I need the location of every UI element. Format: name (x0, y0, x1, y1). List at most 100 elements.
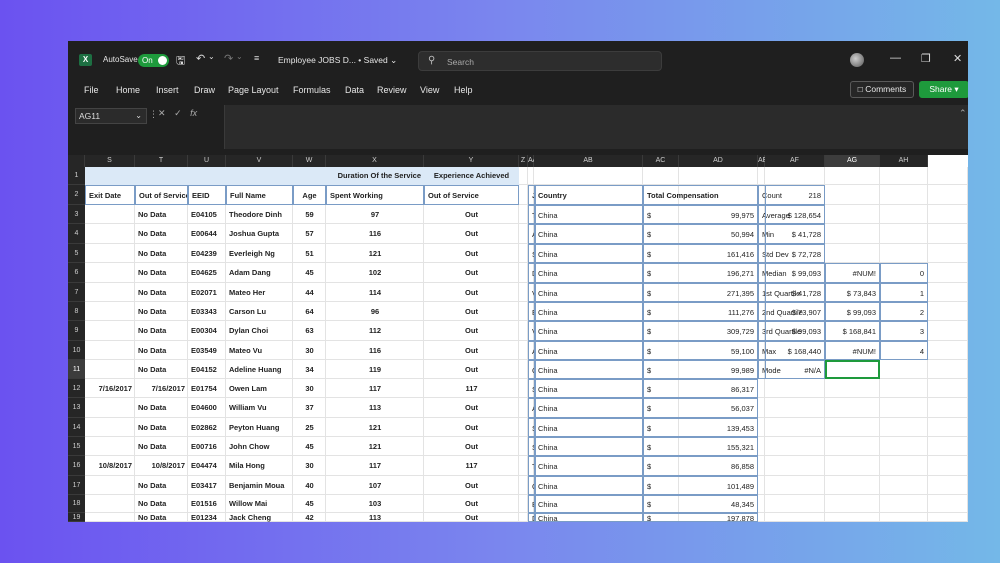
row-header[interactable]: 11 (68, 360, 85, 379)
out-of-service-cell[interactable]: 10/8/2017 (151, 461, 185, 470)
eeid-cell[interactable]: E02071 (191, 288, 217, 297)
exit-date-cell[interactable] (85, 495, 135, 513)
compensation-cell[interactable]: $196,271 (643, 263, 758, 283)
out-of-service-cell[interactable]: No Data (138, 326, 167, 335)
exit-date-cell[interactable] (85, 360, 135, 379)
column-header[interactable]: AA (528, 155, 537, 167)
full-name-cell[interactable]: Benjamin Moua (229, 481, 285, 490)
country-cell[interactable]: China (534, 379, 643, 398)
job-title-cell[interactable]: Controls Engineer (528, 360, 536, 379)
search-input[interactable]: ⚲ Search (418, 51, 662, 71)
eeid-cell[interactable]: E01754 (191, 384, 217, 393)
out-of-service-2-cell[interactable]: 117 (465, 384, 478, 393)
age-cell[interactable]: 37 (305, 403, 314, 412)
header-out-of-service[interactable]: Out of Service (135, 185, 188, 205)
compensation-cell[interactable]: $48,345 (643, 495, 758, 513)
age-cell[interactable]: 30 (305, 461, 314, 470)
row-header[interactable]: 3 (68, 205, 85, 224)
job-title-cell[interactable]: Vice President (528, 283, 536, 302)
tab-data[interactable]: Data (345, 85, 365, 95)
column-header[interactable]: Y (424, 155, 519, 167)
out-of-service-cell[interactable]: No Data (138, 481, 167, 490)
eeid-cell[interactable]: E04239 (191, 249, 217, 258)
out-of-service-2-cell[interactable]: Out (465, 481, 478, 490)
tab-formulas[interactable]: Formulas (293, 85, 331, 95)
header-band[interactable] (85, 167, 519, 185)
select-all-corner[interactable] (68, 155, 85, 167)
out-of-service-cell[interactable]: No Data (138, 268, 167, 277)
column-header[interactable]: Z (519, 155, 528, 167)
exit-date-cell[interactable] (85, 302, 135, 321)
eeid-cell[interactable]: E00716 (191, 442, 217, 451)
compensation-cell[interactable]: $111,276 (643, 302, 758, 321)
column-header[interactable]: AH (880, 155, 928, 167)
compensation-cell[interactable]: $56,037 (643, 398, 758, 418)
compensation-cell[interactable]: $309,729 (643, 321, 758, 341)
row-header[interactable]: 4 (68, 224, 85, 244)
stat-ag-cell[interactable]: $ 73,843 (825, 283, 880, 302)
country-cell[interactable]: China (534, 476, 643, 495)
insert-function-icon[interactable]: fx (190, 108, 198, 118)
tab-help[interactable]: Help (454, 85, 473, 95)
age-cell[interactable]: 51 (305, 249, 314, 258)
spent-working-cell[interactable]: 121 (368, 423, 382, 432)
job-title-cell[interactable]: Engineering Manager (528, 302, 536, 321)
collapse-formula-icon[interactable]: ⌃ (959, 108, 967, 118)
tab-file[interactable]: File (84, 85, 99, 95)
out-of-service-cell[interactable]: No Data (138, 229, 167, 238)
stat-ag-cell[interactable]: #NUM! (825, 263, 880, 283)
full-name-cell[interactable]: Adam Dang (229, 268, 271, 277)
compensation-cell[interactable]: $155,321 (643, 437, 758, 456)
column-header[interactable]: AC (643, 155, 679, 167)
spent-working-cell[interactable]: 113 (368, 513, 382, 522)
header-age[interactable]: Age (293, 185, 326, 205)
comments-button[interactable]: □ Comments (850, 81, 914, 98)
exit-date-cell[interactable] (85, 341, 135, 360)
exit-date-cell[interactable] (85, 398, 135, 418)
job-title-cell[interactable]: Sr. Business Partner (528, 379, 536, 398)
row-header[interactable]: 12 (68, 379, 85, 398)
spent-working-cell[interactable]: 121 (368, 249, 382, 258)
out-of-service-cell[interactable]: No Data (138, 442, 167, 451)
eeid-cell[interactable]: E01516 (191, 499, 217, 508)
full-name-cell[interactable]: Mateo Vu (229, 346, 263, 355)
spent-working-cell[interactable]: 121 (368, 442, 382, 451)
country-cell[interactable]: China (534, 302, 643, 321)
row-header[interactable]: 6 (68, 263, 85, 283)
age-cell[interactable]: 30 (305, 346, 314, 355)
exit-date-cell[interactable] (85, 437, 135, 456)
column-header[interactable]: AE (758, 155, 767, 167)
duration-header[interactable]: Duration Of the Service (337, 171, 421, 180)
compensation-cell[interactable]: $86,317 (643, 379, 758, 398)
job-title-cell[interactable]: Technical Architect (528, 205, 536, 224)
spent-working-cell[interactable]: 117 (368, 384, 382, 393)
age-cell[interactable]: 42 (305, 513, 314, 522)
eeid-cell[interactable]: E00304 (191, 326, 217, 335)
close-icon[interactable]: ✕ (953, 53, 963, 65)
full-name-cell[interactable]: William Vu (229, 403, 267, 412)
name-box[interactable]: AG11 ⌄ (75, 108, 147, 124)
tab-insert[interactable]: Insert (156, 85, 179, 95)
column-header[interactable]: AF (765, 155, 825, 167)
tab-page-layout[interactable]: Page Layout (228, 85, 279, 95)
stat-value-cell[interactable]: $ 168,440 (765, 341, 825, 360)
eeid-cell[interactable]: E00644 (191, 229, 217, 238)
job-title-cell[interactable]: Director (528, 263, 536, 283)
age-cell[interactable]: 45 (305, 499, 314, 508)
column-header[interactable]: AB (534, 155, 643, 167)
country-cell[interactable]: China (534, 244, 643, 263)
out-of-service-2-cell[interactable]: Out (465, 288, 478, 297)
cancel-icon[interactable]: ✕ (158, 108, 166, 118)
compensation-cell[interactable]: $99,989 (643, 360, 758, 379)
full-name-cell[interactable]: Carson Lu (229, 307, 267, 316)
stat-ag-cell[interactable] (825, 205, 880, 224)
tab-home[interactable]: Home (116, 85, 141, 95)
spent-working-cell[interactable]: 97 (370, 210, 380, 219)
country-cell[interactable]: China (534, 341, 643, 360)
spent-working-cell[interactable]: 102 (368, 268, 382, 277)
job-title-cell[interactable]: Director (528, 513, 536, 522)
spent-working-cell[interactable]: 96 (370, 307, 380, 316)
job-title-cell[interactable]: Computer Systems Manager (528, 476, 536, 495)
compensation-cell[interactable]: $99,975 (643, 205, 758, 224)
row-header[interactable]: 18 (68, 495, 85, 513)
